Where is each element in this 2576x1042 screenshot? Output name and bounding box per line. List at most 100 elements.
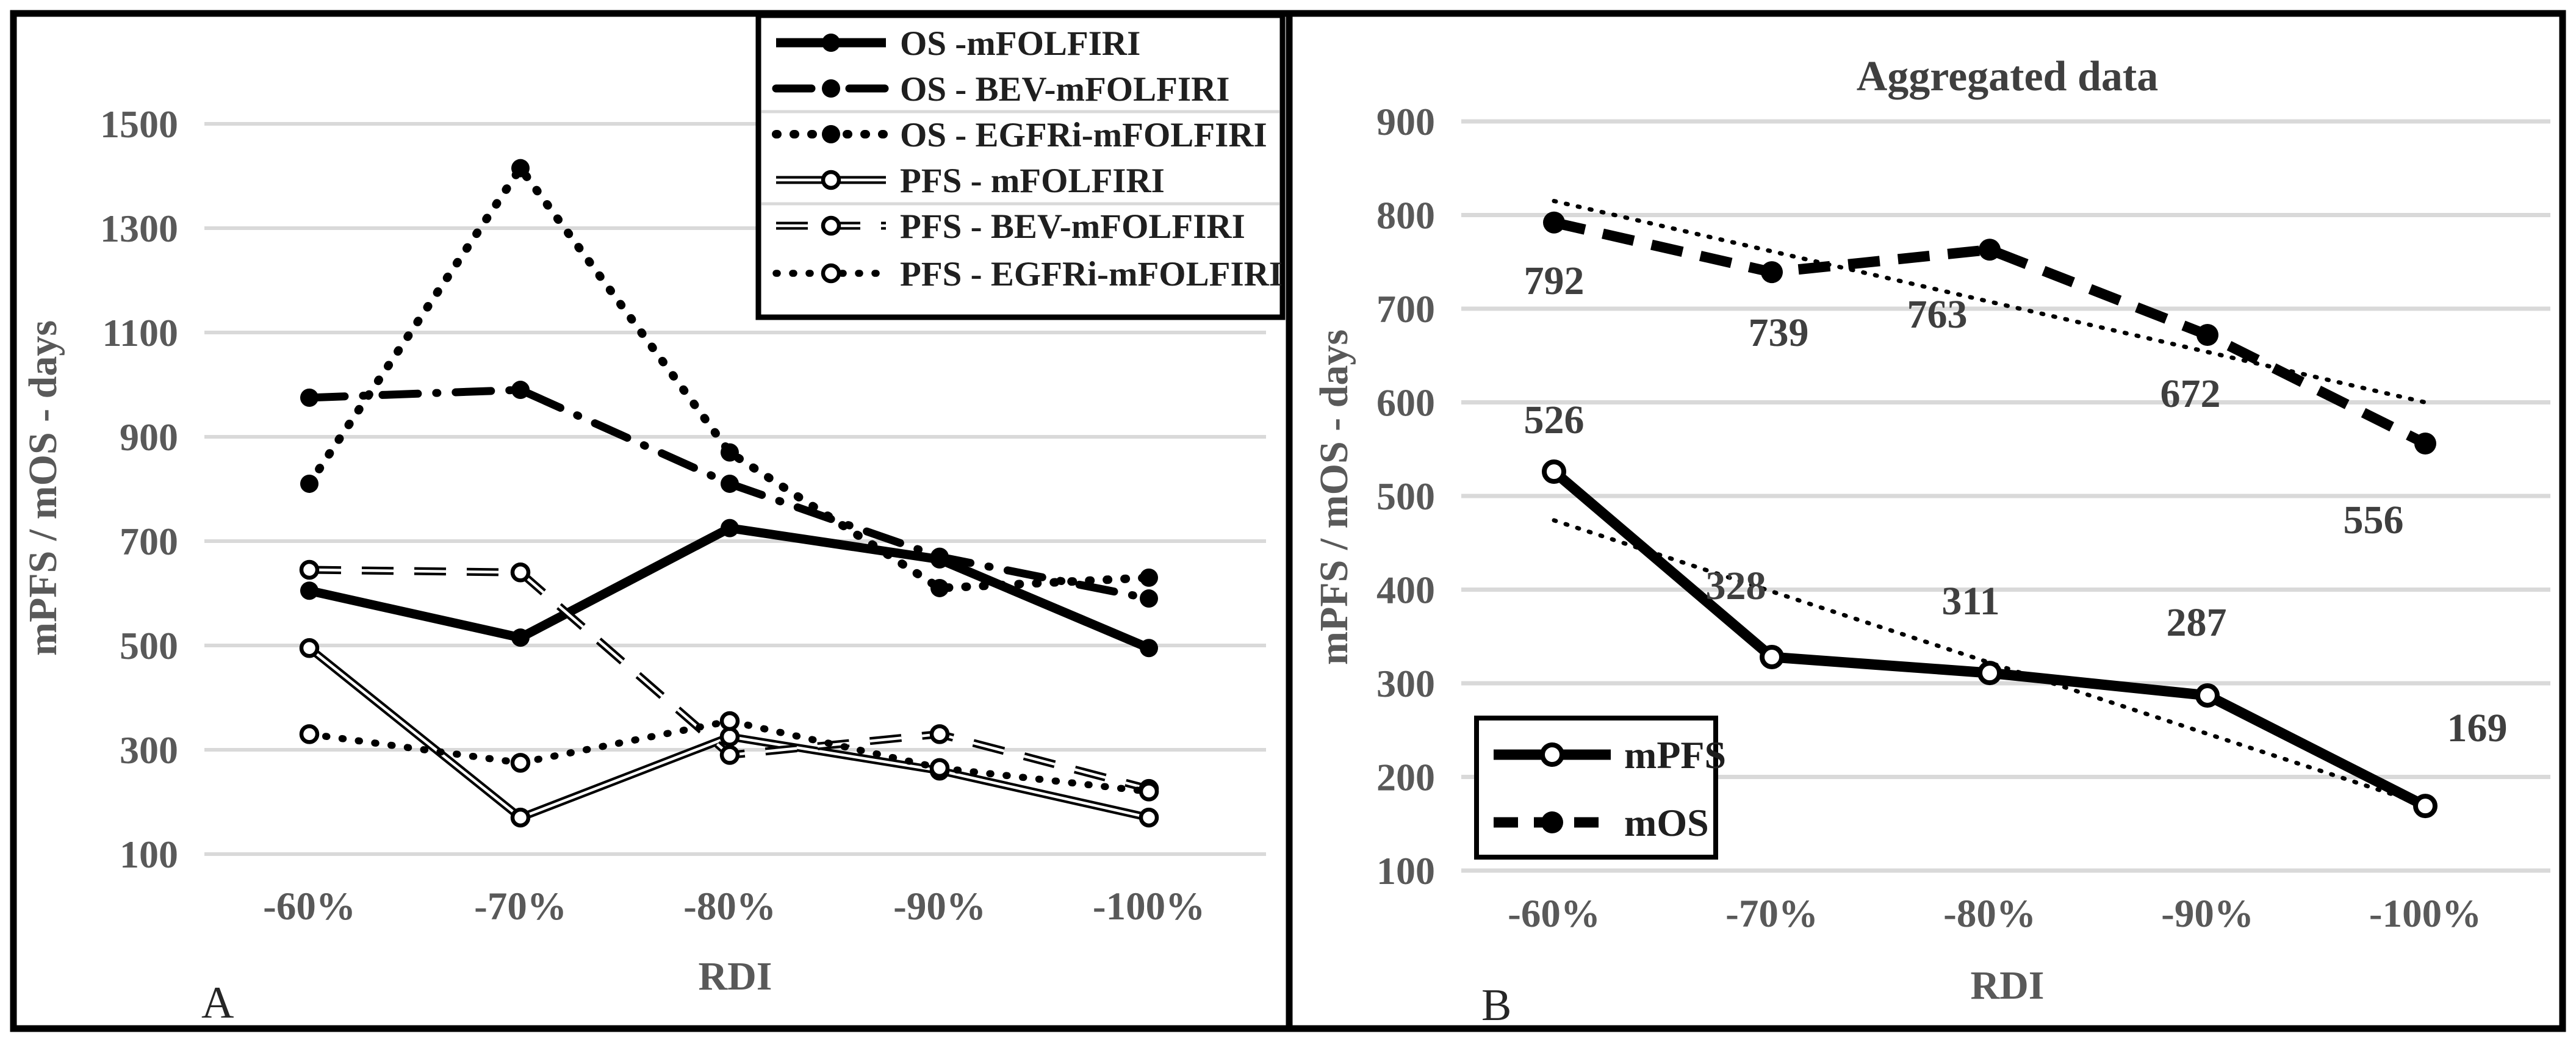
marker-os-mfolfiri xyxy=(1140,639,1158,658)
y-tick-label: 900 xyxy=(120,415,178,459)
data-label: 763 xyxy=(1907,292,1968,337)
legend-item-label: PFS - EGFRi-mFOLFIRI xyxy=(900,255,1283,293)
legend-item-label: PFS - mFOLFIRI xyxy=(900,162,1165,200)
legend-item: OS - EGFRi-mFOLFIRI xyxy=(772,116,1267,154)
data-label: 792 xyxy=(1524,259,1585,303)
marker-pfs-bev-mfolfiri xyxy=(929,724,950,744)
legend-marker xyxy=(1541,811,1563,833)
y-tick-label: 900 xyxy=(1376,100,1435,143)
legend-item: PFS - mFOLFIRI xyxy=(776,162,1165,200)
data-label: 526 xyxy=(1524,398,1585,442)
panel-b-letter: B xyxy=(1481,980,1511,1030)
legend-marker xyxy=(822,79,840,98)
marker-os-bev-mfolfiri xyxy=(511,381,530,400)
marker-os-bev-mfolfiri xyxy=(721,474,739,493)
legend-box xyxy=(1474,716,1718,860)
marker-os-bev-mfolfiri xyxy=(300,388,318,407)
legend-item-label: mOS xyxy=(1624,801,1709,844)
x-tick-label: -60% xyxy=(263,885,356,929)
marker-os-egfri-mfolfiri xyxy=(511,159,530,178)
panel-b-y-axis-title: mPFS / mOS - days xyxy=(1312,329,1356,665)
marker-mos xyxy=(2414,433,2436,455)
x-tick-label: -90% xyxy=(893,885,986,929)
y-tick-label: 300 xyxy=(1376,662,1435,705)
legend-marker xyxy=(822,34,840,52)
marker-pfs-bev-mfolfiri xyxy=(719,745,740,765)
marker-mos xyxy=(1761,261,1783,284)
panel-b-title: Aggregated data xyxy=(1857,53,2158,100)
y-tick-label: 600 xyxy=(1376,381,1435,425)
legend: OS -mFOLFIRI OS - BEV-mFOLFIRI OS - EGFRi-… xyxy=(755,12,1286,320)
marker-os-egfri-mfolfiri xyxy=(300,474,318,493)
marker-os-mfolfiri xyxy=(511,628,530,647)
legend-box xyxy=(755,12,1286,320)
y-tick-label: 500 xyxy=(120,624,178,667)
y-tick-label: 1300 xyxy=(100,207,178,250)
trendline-mos xyxy=(1552,198,2428,404)
legend-item: OS - BEV-mFOLFIRI xyxy=(772,70,1229,109)
legend-marker xyxy=(821,215,841,236)
legend-item: mOS xyxy=(1494,801,1709,844)
marker-pfs-mfolfiri xyxy=(510,807,531,828)
panel-a-letter: A xyxy=(201,978,234,1028)
x-tick-label: -80% xyxy=(683,885,776,929)
panel-a-x-axis-title: RDI xyxy=(698,954,772,999)
marker-mpfs xyxy=(2413,794,2437,819)
marker-pfs-mfolfiri xyxy=(719,727,740,747)
y-tick-label: 100 xyxy=(1376,849,1435,893)
y-tick-label: 1500 xyxy=(100,102,178,146)
y-tick-label: 700 xyxy=(120,520,178,563)
data-label: 556 xyxy=(2344,498,2404,542)
legend-marker xyxy=(821,170,841,190)
legend-item-label: mPFS xyxy=(1624,733,1726,777)
legend-item: OS -mFOLFIRI xyxy=(776,24,1140,63)
series-line-os-egfri-mfolfiri xyxy=(305,160,1153,593)
marker-pfs-egfri-mfolfiri xyxy=(299,724,320,744)
x-tick-label: -70% xyxy=(1725,892,1818,936)
legend-item: mPFS xyxy=(1494,733,1726,777)
y-tick-label: 300 xyxy=(120,728,178,772)
marker-os-mfolfiri xyxy=(300,581,318,600)
legend-item-label: PFS - BEV-mFOLFIRI xyxy=(900,207,1245,246)
panel-b-x-axis-title: RDI xyxy=(1970,963,2044,1008)
data-label: 311 xyxy=(1941,579,1999,623)
y-tick-label: 400 xyxy=(1376,569,1435,612)
marker-pfs-egfri-mfolfiri xyxy=(719,711,740,731)
series-line-os-bev-mfolfiri xyxy=(305,386,1153,603)
marker-os-egfri-mfolfiri xyxy=(1140,568,1158,587)
marker-pfs-bev-mfolfiri xyxy=(510,562,531,583)
y-tick-label: 1100 xyxy=(103,311,178,354)
panel-a-plot: 1500 1300 1100 900 700 500 300 100 -60% -70% -80% -… xyxy=(100,12,1286,929)
x-tick-label: -100% xyxy=(1093,885,1205,929)
marker-pfs-mfolfiri xyxy=(299,638,320,658)
series-line-os-mfolfiri xyxy=(308,523,1151,653)
marker-pfs-mfolfiri xyxy=(1139,807,1159,828)
y-tick-label: 700 xyxy=(1376,287,1435,331)
data-label: 672 xyxy=(2160,372,2221,416)
y-tick-label: 100 xyxy=(120,833,178,876)
legend-item-label: OS -mFOLFIRI xyxy=(900,24,1140,63)
data-label: 287 xyxy=(2167,600,2227,645)
marker-mos xyxy=(1543,211,1565,234)
legend-item-label: OS - BEV-mFOLFIRI xyxy=(900,70,1229,109)
x-tick-label: -90% xyxy=(2161,892,2254,936)
series-line-mos xyxy=(1553,217,2428,448)
marker-os-egfri-mfolfiri xyxy=(721,443,739,462)
legend-marker xyxy=(822,125,840,143)
data-label: 169 xyxy=(2447,706,2508,750)
marker-pfs-egfri-mfolfiri xyxy=(929,758,950,778)
marker-mpfs xyxy=(2195,683,2220,708)
marker-pfs-egfri-mfolfiri xyxy=(1139,782,1159,802)
legend-item: PFS - EGFRi-mFOLFIRI xyxy=(772,255,1283,293)
x-tick-label: -100% xyxy=(2369,892,2481,936)
marker-pfs-egfri-mfolfiri xyxy=(510,753,531,773)
legend-item-label: OS - EGFRi-mFOLFIRI xyxy=(900,116,1267,154)
marker-os-bev-mfolfiri xyxy=(930,547,949,566)
panel-b-plot: 900 800 700 600 500 400 300 200 100 -60% -70% -80% -… xyxy=(1376,100,2550,936)
y-tick-label: 800 xyxy=(1376,194,1435,237)
marker-mos xyxy=(1979,239,2001,261)
legend-marker xyxy=(821,263,841,284)
marker-mos xyxy=(2196,323,2218,346)
